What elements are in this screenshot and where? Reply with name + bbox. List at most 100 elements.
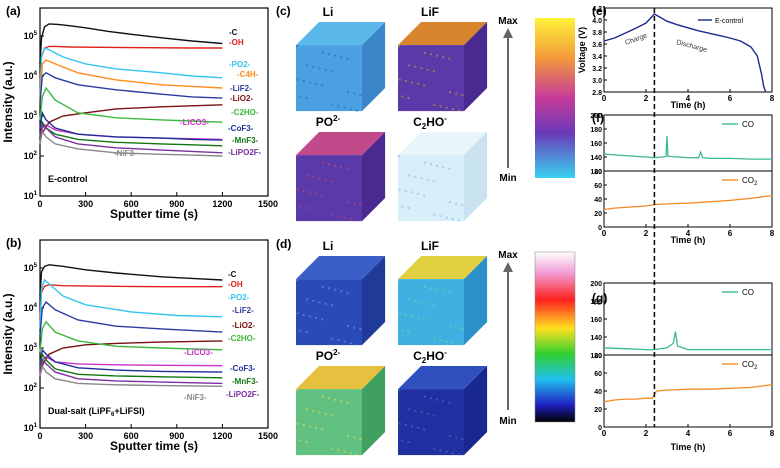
cube-c-c2ho-voxel [426,178,429,181]
cube-c-c2ho-voxel [445,216,448,219]
x-tick-label: 0 [602,229,607,238]
cube-d-lif-voxel [417,316,420,319]
y-tick-label: 160 [590,141,602,148]
cube-c-lif-voxel [398,45,400,48]
cube-d-lif-voxel [398,279,400,282]
cube-d-c2ho-voxel [423,428,426,431]
cube-c-lif-voxel [449,91,451,94]
cube-d-lif-voxel [410,315,413,318]
y-tick-label: 0 [598,425,602,432]
y-tick-label: 104 [24,71,38,81]
cube-c-po2-voxel [299,205,302,208]
x-tick-label: 4 [686,94,691,103]
cube-d-li-voxel [328,287,330,290]
cube-d-lif-voxel [445,340,448,343]
cube-d-po2-voxel [305,441,308,443]
panel-f-plot: 120 140 160 180 200 CO 0 20 40 60 80 CO2 0 2 4 6 8 [590,113,774,238]
cube-d-lif-side [464,256,488,346]
x-tick-label: 8 [770,229,775,238]
panel-d: (d) Li LiF PO2- C2HO- Max Min [276,237,576,456]
cube-d-po2-voxel [347,435,349,438]
x-tick-label: 8 [770,429,775,438]
x-tick-label: 2 [644,429,649,438]
y-tick-label: 140 [590,155,602,162]
cube-c-li-voxel [346,57,349,60]
series-C4H [39,59,223,104]
cube-c-li-voxel [312,65,315,68]
x-tick-label: 4 [686,429,691,438]
x-tick-label: 0 [602,429,607,438]
cube-c-c2ho-voxel [417,192,420,195]
y-tick-label: 105 [24,31,38,41]
cube-d-lif-voxel [404,314,407,316]
y-tick-label: 104 [24,303,38,313]
panel-f-xlabel: Time (h) [671,235,706,245]
cube-c-li-label: Li [323,5,334,19]
cube-d-li-voxel [302,314,305,316]
y-tick-label: 200 [590,113,602,120]
cube-d-po2-voxel [321,395,324,398]
cube-c-li-voxel [315,82,318,85]
cube-d-c2ho-voxel [420,411,423,414]
cube-c-lif [398,22,488,112]
cube-d-li-voxel [340,290,343,293]
cube-d-li-voxel [355,343,358,346]
cube-c-po2-voxel [305,207,308,209]
cube-c-li-voxel [347,91,349,94]
cube-c-po2-voxel [318,177,321,180]
cube-c-po2-label: PO2- [316,114,341,129]
series-label-PO2: -PO2- [229,60,251,69]
cube-d-lif-voxel [433,337,436,340]
cube-c-lif-front [398,45,464,112]
cube-d-c2ho-voxel [436,398,439,401]
cube-c-c2ho-voxel [404,190,407,192]
cube-c-lif-voxel [455,92,458,95]
cube-c-li-voxel [324,68,327,71]
series-label-NiF3: -NiF3- [114,149,137,158]
panel-g-plot: 120 140 160 180 200 CO 0 20 40 60 80 CO2 0 2 4 6 8 [590,281,774,438]
colorbar-d-max: Max [498,250,518,261]
series-LiO2 [39,104,223,138]
cube-c-li-voxel [306,64,309,67]
cube-c-po2-voxel [330,180,333,183]
cube-d-li-voxel [353,326,356,329]
cube-c-c2ho-side [464,132,488,222]
x-tick-label: 900 [169,199,184,209]
panel-g-xlabel: Time (h) [671,442,706,452]
cube-c-po2-voxel [346,167,349,170]
panel-b-plot: 0 300 600 900 1200 1500 101 102 103 104 105 -C-OH -P… [24,263,278,441]
y-tick-label: 4.2 [592,6,602,13]
cube-d-lif-voxel [414,299,417,302]
y-tick-label: 60 [594,183,602,190]
cube-d-po2-voxel [308,425,311,428]
cube-d-c2ho-voxel [417,426,420,429]
cube-c-lif-voxel [398,78,401,81]
series-label-LiPO2F: -LiPO2F- [226,390,260,399]
cube-c-li-voxel [328,53,330,56]
cube-c-po2-voxel [324,178,327,181]
cube-d-lif-top [398,256,488,280]
series-label-LiF2: -LiF2- [232,306,254,315]
cube-c-li-voxel [349,108,352,111]
cube-c-li [296,22,386,112]
legend-co2: CO2 [742,176,758,187]
x-tick-label: 600 [124,199,139,209]
x-tick-label: 300 [78,199,93,209]
cube-c-c2ho-front [398,155,464,222]
cube-d-lif-voxel [398,312,401,315]
cube-c-po2-side [362,132,386,222]
cube-d-lif-voxel [451,342,454,345]
y-tick-label: 101 [24,423,38,433]
cube-d-po2-voxel [330,414,333,417]
cube-d-li-voxel [334,288,337,291]
panel-d-cubes [296,256,488,456]
panel-f-label: (f) [592,111,604,125]
y-tick-label: 2.8 [592,90,602,97]
cube-d-po2-voxel [353,436,356,439]
cube-d-lif-voxel [423,318,426,321]
cube-c-c2ho-voxel [398,155,400,158]
series-LiF2 [39,301,223,336]
y-tick-label: 80 [594,353,602,360]
cube-d-li-voxel [346,291,349,294]
